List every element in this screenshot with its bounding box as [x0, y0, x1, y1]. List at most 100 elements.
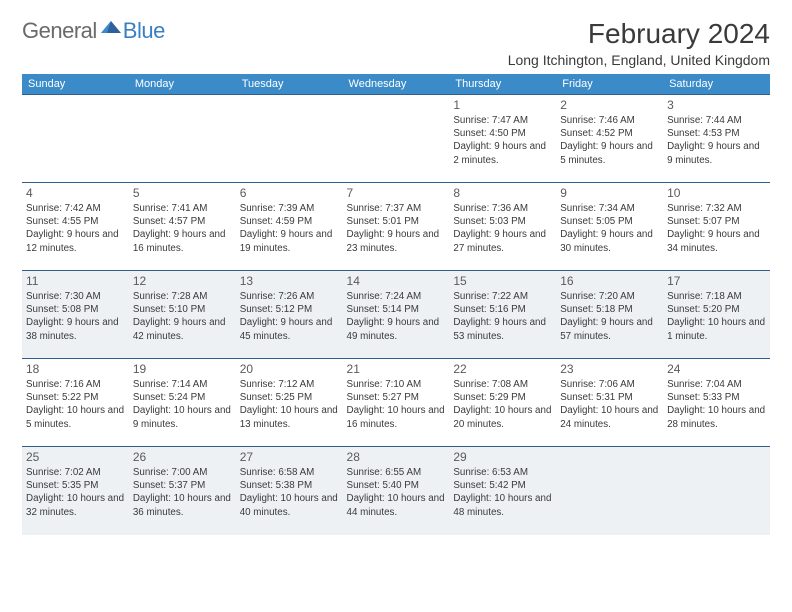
calendar-day-cell: 10Sunrise: 7:32 AMSunset: 5:07 PMDayligh…: [663, 183, 770, 271]
day-info: Sunrise: 7:26 AMSunset: 5:12 PMDaylight:…: [240, 290, 339, 343]
day-number: 15: [453, 274, 552, 288]
day-header: Friday: [556, 74, 663, 95]
calendar-day-cell: 15 Sunrise: 7:22 AMSunset: 5:16 PMDayligh…: [449, 271, 556, 359]
day-number: 4: [26, 186, 125, 200]
calendar-day-cell: 20 Sunrise: 7:12 AMSunset: 5:25 PMDayligh…: [236, 359, 343, 447]
day-header: Wednesday: [343, 74, 450, 95]
day-number: 8: [453, 186, 552, 200]
logo-text-blue: Blue: [123, 18, 165, 44]
calendar-day-cell: [556, 447, 663, 535]
day-info: Sunrise: 7:30 AMSunset: 5:08 PMDaylight:…: [26, 290, 125, 343]
calendar-header-row: SundayMondayTuesdayWednesdayThursdayFrid…: [22, 74, 770, 95]
calendar-day-cell: 28 Sunrise: 6:55 AMSunset: 5:40 PMDayligh…: [343, 447, 450, 535]
calendar-day-cell: 29 Sunrise: 6:53 AMSunset: 5:42 PMDayligh…: [449, 447, 556, 535]
day-number: 16: [560, 274, 659, 288]
calendar-day-cell: [129, 95, 236, 183]
calendar-day-cell: 21 Sunrise: 7:10 AMSunset: 5:27 PMDayligh…: [343, 359, 450, 447]
title-block: February 2024 Long Itchington, England, …: [508, 18, 770, 68]
calendar-day-cell: 2 Sunrise: 7:46 AMSunset: 4:52 PMDaylight…: [556, 95, 663, 183]
day-info: Sunrise: 7:06 AMSunset: 5:31 PMDaylight:…: [560, 378, 659, 431]
calendar-day-cell: 9 Sunrise: 7:34 AMSunset: 5:05 PMDaylight…: [556, 183, 663, 271]
day-number: 20: [240, 362, 339, 376]
day-number: 27: [240, 450, 339, 464]
day-number: 22: [453, 362, 552, 376]
day-number: 25: [26, 450, 125, 464]
calendar-day-cell: 18 Sunrise: 7:16 AMSunset: 5:22 PMDayligh…: [22, 359, 129, 447]
calendar-day-cell: 14Sunrise: 7:24 AMSunset: 5:14 PMDayligh…: [343, 271, 450, 359]
day-info: Sunrise: 7:20 AMSunset: 5:18 PMDaylight:…: [560, 290, 659, 343]
day-number: 9: [560, 186, 659, 200]
day-header: Sunday: [22, 74, 129, 95]
day-number: 28: [347, 450, 446, 464]
calendar-day-cell: 23 Sunrise: 7:06 AMSunset: 5:31 PMDayligh…: [556, 359, 663, 447]
calendar-day-cell: 6Sunrise: 7:39 AMSunset: 4:59 PMDaylight…: [236, 183, 343, 271]
month-title: February 2024: [508, 18, 770, 50]
day-info: Sunrise: 7:39 AMSunset: 4:59 PMDaylight:…: [240, 202, 339, 255]
day-info: Sunrise: 7:46 AMSunset: 4:52 PMDaylight:…: [560, 114, 659, 167]
day-info: Sunrise: 7:36 AMSunset: 5:03 PMDaylight:…: [453, 202, 552, 255]
calendar-day-cell: 5Sunrise: 7:41 AMSunset: 4:57 PMDaylight…: [129, 183, 236, 271]
day-number: 17: [667, 274, 766, 288]
day-number: 19: [133, 362, 232, 376]
day-info: Sunrise: 7:04 AMSunset: 5:33 PMDaylight:…: [667, 378, 766, 431]
day-info: Sunrise: 6:53 AMSunset: 5:42 PMDaylight:…: [453, 466, 552, 519]
day-info: Sunrise: 7:02 AMSunset: 5:35 PMDaylight:…: [26, 466, 125, 519]
day-info: Sunrise: 7:41 AMSunset: 4:57 PMDaylight:…: [133, 202, 232, 255]
day-number: 13: [240, 274, 339, 288]
day-number: 1: [453, 98, 552, 112]
day-number: 21: [347, 362, 446, 376]
calendar-day-cell: 19 Sunrise: 7:14 AMSunset: 5:24 PMDayligh…: [129, 359, 236, 447]
day-info: Sunrise: 7:10 AMSunset: 5:27 PMDaylight:…: [347, 378, 446, 431]
calendar-day-cell: 27 Sunrise: 6:58 AMSunset: 5:38 PMDayligh…: [236, 447, 343, 535]
calendar-week-row: 11Sunrise: 7:30 AMSunset: 5:08 PMDayligh…: [22, 271, 770, 359]
calendar-day-cell: 22 Sunrise: 7:08 AMSunset: 5:29 PMDayligh…: [449, 359, 556, 447]
calendar-day-cell: 13 Sunrise: 7:26 AMSunset: 5:12 PMDayligh…: [236, 271, 343, 359]
day-info: Sunrise: 7:32 AMSunset: 5:07 PMDaylight:…: [667, 202, 766, 255]
day-number: 12: [133, 274, 232, 288]
day-number: 23: [560, 362, 659, 376]
day-info: Sunrise: 7:18 AMSunset: 5:20 PMDaylight:…: [667, 290, 766, 343]
day-info: Sunrise: 7:14 AMSunset: 5:24 PMDaylight:…: [133, 378, 232, 431]
day-info: Sunrise: 6:55 AMSunset: 5:40 PMDaylight:…: [347, 466, 446, 519]
day-header: Thursday: [449, 74, 556, 95]
calendar-day-cell: 8 Sunrise: 7:36 AMSunset: 5:03 PMDaylight…: [449, 183, 556, 271]
day-info: Sunrise: 7:16 AMSunset: 5:22 PMDaylight:…: [26, 378, 125, 431]
calendar-week-row: 18 Sunrise: 7:16 AMSunset: 5:22 PMDayligh…: [22, 359, 770, 447]
calendar-day-cell: 1 Sunrise: 7:47 AMSunset: 4:50 PMDaylight…: [449, 95, 556, 183]
day-number: 14: [347, 274, 446, 288]
day-info: Sunrise: 7:00 AMSunset: 5:37 PMDaylight:…: [133, 466, 232, 519]
calendar-day-cell: 4 Sunrise: 7:42 AMSunset: 4:55 PMDaylight…: [22, 183, 129, 271]
logo-text-general: General: [22, 18, 97, 44]
day-info: Sunrise: 7:42 AMSunset: 4:55 PMDaylight:…: [26, 202, 125, 255]
day-number: 3: [667, 98, 766, 112]
day-number: 18: [26, 362, 125, 376]
day-info: Sunrise: 7:12 AMSunset: 5:25 PMDaylight:…: [240, 378, 339, 431]
day-number: 2: [560, 98, 659, 112]
logo: General Blue: [22, 18, 165, 44]
day-header: Monday: [129, 74, 236, 95]
calendar-day-cell: 25 Sunrise: 7:02 AMSunset: 5:35 PMDayligh…: [22, 447, 129, 535]
day-info: Sunrise: 6:58 AMSunset: 5:38 PMDaylight:…: [240, 466, 339, 519]
day-number: 26: [133, 450, 232, 464]
calendar-day-cell: 7Sunrise: 7:37 AMSunset: 5:01 PMDaylight…: [343, 183, 450, 271]
calendar-body: 1 Sunrise: 7:47 AMSunset: 4:50 PMDaylight…: [22, 95, 770, 535]
calendar-day-cell: [236, 95, 343, 183]
day-info: Sunrise: 7:08 AMSunset: 5:29 PMDaylight:…: [453, 378, 552, 431]
header: General Blue February 2024 Long Itchingt…: [22, 18, 770, 68]
calendar-day-cell: 24Sunrise: 7:04 AMSunset: 5:33 PMDayligh…: [663, 359, 770, 447]
calendar-day-cell: [343, 95, 450, 183]
day-header: Tuesday: [236, 74, 343, 95]
calendar-day-cell: 12 Sunrise: 7:28 AMSunset: 5:10 PMDayligh…: [129, 271, 236, 359]
location: Long Itchington, England, United Kingdom: [508, 52, 770, 68]
day-info: Sunrise: 7:22 AMSunset: 5:16 PMDaylight:…: [453, 290, 552, 343]
logo-triangle-icon: [101, 19, 121, 38]
calendar-week-row: 25 Sunrise: 7:02 AMSunset: 5:35 PMDayligh…: [22, 447, 770, 535]
day-info: Sunrise: 7:34 AMSunset: 5:05 PMDaylight:…: [560, 202, 659, 255]
day-info: Sunrise: 7:28 AMSunset: 5:10 PMDaylight:…: [133, 290, 232, 343]
day-number: 29: [453, 450, 552, 464]
calendar-day-cell: [663, 447, 770, 535]
day-info: Sunrise: 7:37 AMSunset: 5:01 PMDaylight:…: [347, 202, 446, 255]
day-info: Sunrise: 7:44 AMSunset: 4:53 PMDaylight:…: [667, 114, 766, 167]
calendar-week-row: 4 Sunrise: 7:42 AMSunset: 4:55 PMDaylight…: [22, 183, 770, 271]
day-info: Sunrise: 7:47 AMSunset: 4:50 PMDaylight:…: [453, 114, 552, 167]
